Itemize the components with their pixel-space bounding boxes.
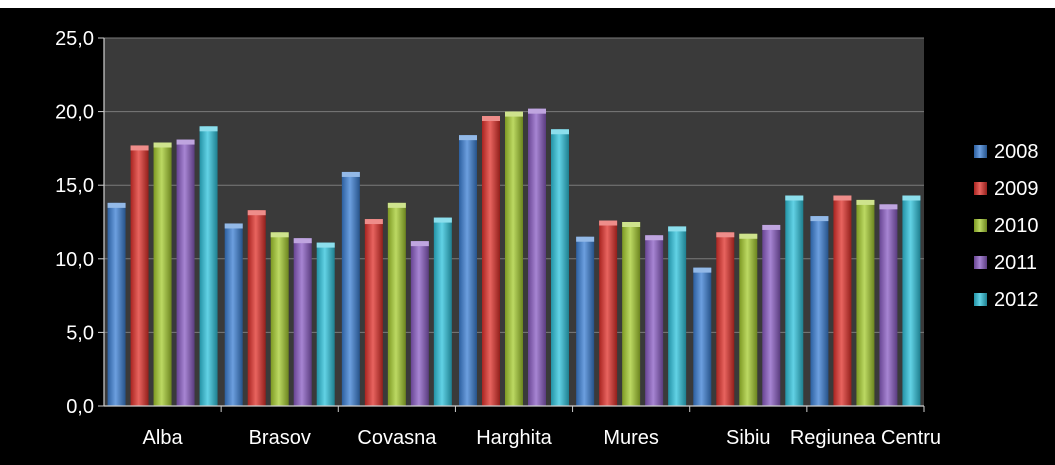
bar-2008-6 bbox=[810, 216, 829, 406]
bar-2008-2 bbox=[341, 171, 360, 406]
bar-cap bbox=[316, 242, 335, 248]
bar-cap bbox=[107, 202, 126, 208]
bar-cap bbox=[902, 195, 921, 201]
bar-2011-5 bbox=[762, 224, 781, 406]
bar-2012-0 bbox=[199, 126, 218, 406]
bar-cap bbox=[247, 210, 266, 216]
bar-2009-6 bbox=[833, 195, 852, 406]
legend-label: 2010 bbox=[994, 215, 1039, 237]
bar-2011-3 bbox=[528, 108, 546, 406]
x-tick-label: Mures bbox=[603, 427, 659, 449]
x-tick-label: Brasov bbox=[249, 427, 311, 449]
bar-cap bbox=[224, 223, 243, 229]
bar-2008-1 bbox=[224, 223, 243, 406]
bar-cap bbox=[576, 236, 595, 242]
legend-label: 2012 bbox=[994, 289, 1039, 311]
x-tick-label: Sibiu bbox=[726, 427, 770, 449]
bar-cap bbox=[364, 219, 383, 225]
legend-swatch-2012 bbox=[974, 293, 987, 306]
legend-swatch-2011 bbox=[974, 256, 987, 269]
bar-2011-6 bbox=[879, 204, 898, 406]
bar-2009-1 bbox=[247, 210, 266, 406]
legend-label: 2009 bbox=[994, 178, 1039, 200]
x-tick-label: Regiunea Centru bbox=[790, 427, 941, 449]
y-tick-label: 10,0 bbox=[55, 249, 94, 271]
bar-cap bbox=[856, 199, 875, 205]
bar-cap bbox=[879, 204, 898, 210]
legend-swatch-2008 bbox=[974, 145, 987, 158]
bar-cap bbox=[130, 145, 149, 151]
bar-cap bbox=[341, 171, 360, 177]
bar-2012-2 bbox=[433, 217, 452, 406]
bar-cap bbox=[716, 232, 735, 238]
bar-cap bbox=[833, 195, 852, 201]
bar-cap bbox=[693, 267, 712, 273]
bar-cap bbox=[153, 142, 172, 148]
legend-label: 2011 bbox=[994, 252, 1037, 274]
bar-cap bbox=[645, 235, 664, 241]
bar-cap bbox=[505, 111, 523, 117]
bar-2011-4 bbox=[645, 235, 664, 406]
bar-cap bbox=[293, 238, 312, 244]
bar-cap bbox=[176, 139, 195, 145]
legend-label: 2008 bbox=[994, 141, 1039, 163]
legend-swatch-2010 bbox=[974, 219, 987, 232]
bar-2011-1 bbox=[293, 238, 312, 406]
x-tick-label: Harghita bbox=[476, 427, 552, 449]
bar-2012-5 bbox=[785, 195, 804, 406]
bar-2012-3 bbox=[551, 129, 569, 406]
bar-cap bbox=[482, 116, 500, 122]
bar-2010-4 bbox=[622, 222, 641, 406]
bar-2008-5 bbox=[693, 267, 712, 406]
legend-swatch-2009 bbox=[974, 182, 987, 195]
x-tick-label: Alba bbox=[143, 427, 184, 449]
bar-2010-3 bbox=[505, 111, 523, 406]
bar-cap bbox=[622, 222, 641, 227]
bar-cap bbox=[668, 226, 687, 232]
bar-2009-3 bbox=[482, 116, 500, 407]
y-tick-label: 0,0 bbox=[66, 396, 94, 418]
bar-2008-4 bbox=[576, 236, 595, 406]
bar-2009-2 bbox=[364, 219, 383, 406]
title-band bbox=[0, 0, 1055, 8]
bar-cap bbox=[270, 232, 289, 238]
x-tick-label: Covasna bbox=[357, 427, 437, 449]
bar-cap bbox=[433, 217, 452, 223]
legend: 2008 2009 2010 2011 2012 bbox=[974, 141, 1039, 311]
bar-2010-5 bbox=[739, 233, 758, 406]
bar-cap bbox=[387, 202, 406, 208]
bar-2010-6 bbox=[856, 199, 875, 406]
bar-2012-1 bbox=[316, 242, 335, 406]
bar-cap bbox=[739, 233, 758, 239]
bar-2012-6 bbox=[902, 195, 921, 406]
y-tick-label: 15,0 bbox=[55, 175, 94, 197]
y-tick-label: 25,0 bbox=[55, 28, 94, 50]
bar-cap bbox=[551, 129, 569, 135]
bar-2010-2 bbox=[387, 202, 406, 406]
bars bbox=[107, 108, 921, 407]
bar-2012-4 bbox=[668, 226, 687, 406]
bar-cap bbox=[599, 220, 618, 226]
bar-2009-5 bbox=[716, 232, 735, 406]
bar-2010-1 bbox=[270, 232, 289, 406]
bar-cap bbox=[459, 135, 477, 141]
bar-cap bbox=[785, 195, 804, 201]
bar-cap bbox=[762, 224, 781, 230]
bar-cap bbox=[528, 108, 546, 114]
bar-cap bbox=[199, 126, 218, 132]
bar-2009-0 bbox=[130, 145, 149, 406]
y-tick-label: 20,0 bbox=[55, 102, 94, 124]
bar-2008-0 bbox=[107, 202, 126, 406]
axes: 0,0 5,0 10,0 15,0 20,0 25,0 Alba Brasov Covasna H… bbox=[55, 28, 941, 449]
bar-cap bbox=[810, 216, 829, 222]
bar-2008-3 bbox=[459, 135, 477, 407]
bar-2011-2 bbox=[410, 241, 429, 406]
bar-cap bbox=[410, 241, 429, 247]
bar-2009-4 bbox=[599, 220, 618, 406]
bar-2011-0 bbox=[176, 139, 195, 406]
bar-2010-0 bbox=[153, 142, 172, 406]
y-tick-label: 5,0 bbox=[66, 322, 94, 344]
